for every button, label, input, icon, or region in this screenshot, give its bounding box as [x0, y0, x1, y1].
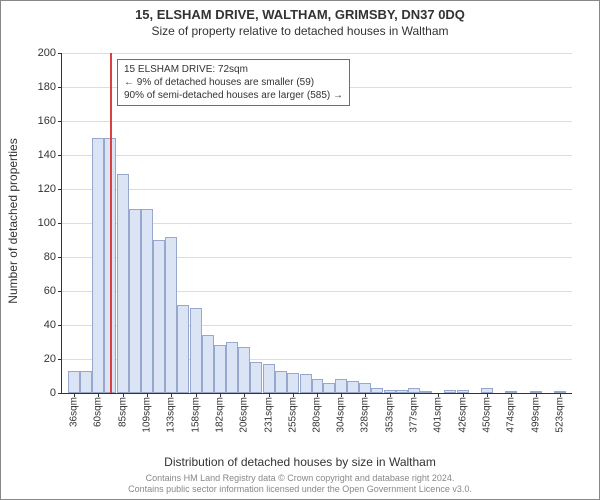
- bar: [214, 345, 226, 393]
- x-tick-label: 231sqm: [263, 397, 274, 433]
- x-tick-label: 206sqm: [238, 397, 249, 433]
- x-tick-label: 474sqm: [506, 397, 517, 433]
- y-tick-label: 120: [38, 183, 56, 195]
- x-tick-label: 523sqm: [555, 397, 566, 433]
- x-tick-label: 60sqm: [92, 397, 103, 427]
- y-tick-label: 200: [38, 47, 56, 59]
- x-tick-label: 450sqm: [482, 397, 493, 433]
- callout-line2: ← 9% of detached houses are smaller (59): [124, 76, 343, 89]
- bar: [226, 342, 238, 393]
- bar: [396, 390, 408, 393]
- x-tick-label: 304sqm: [336, 397, 347, 433]
- attribution-line2: Contains public sector information licen…: [128, 484, 472, 495]
- bar: [129, 209, 141, 393]
- x-tick-label: 401sqm: [433, 397, 444, 433]
- grid-line: [62, 189, 572, 190]
- bar: [153, 240, 165, 393]
- x-tick-label: 85sqm: [117, 397, 128, 427]
- bar: [420, 391, 432, 393]
- bar: [312, 379, 324, 393]
- marker-line: [110, 53, 112, 393]
- y-tick-label: 100: [38, 217, 56, 229]
- grid-line: [62, 155, 572, 156]
- bar: [371, 388, 383, 393]
- bar: [177, 305, 189, 393]
- bar: [347, 381, 359, 393]
- x-tick-label: 182sqm: [214, 397, 225, 433]
- y-tick-label: 20: [44, 353, 56, 365]
- y-tick-mark: [58, 87, 62, 88]
- x-tick-label: 255sqm: [287, 397, 298, 433]
- bar: [92, 138, 104, 393]
- grid-line: [62, 53, 572, 54]
- y-tick-mark: [58, 53, 62, 54]
- x-tick-label: 426sqm: [458, 397, 469, 433]
- x-tick-label: 328sqm: [360, 397, 371, 433]
- x-tick-label: 280sqm: [312, 397, 323, 433]
- y-tick-mark: [58, 155, 62, 156]
- bar: [141, 209, 153, 393]
- y-tick-label: 40: [44, 319, 56, 331]
- x-tick-label: 109sqm: [141, 397, 152, 433]
- chart-subtitle: Size of property relative to detached ho…: [1, 24, 599, 38]
- bar: [287, 373, 299, 393]
- y-tick-mark: [58, 393, 62, 394]
- callout-line1: 15 ELSHAM DRIVE: 72sqm: [124, 63, 343, 76]
- attribution-line1: Contains HM Land Registry data © Crown c…: [128, 473, 472, 484]
- x-tick-label: 133sqm: [165, 397, 176, 433]
- y-tick-mark: [58, 325, 62, 326]
- bar: [300, 374, 312, 393]
- bar: [238, 347, 250, 393]
- bar: [323, 383, 335, 393]
- callout-line3: 90% of semi-detached houses are larger (…: [124, 89, 343, 102]
- y-tick-label: 160: [38, 115, 56, 127]
- x-tick-label: 499sqm: [531, 397, 542, 433]
- x-tick-label: 36sqm: [68, 397, 79, 427]
- bar: [250, 362, 262, 393]
- y-tick-label: 60: [44, 285, 56, 297]
- y-tick-mark: [58, 257, 62, 258]
- grid-line: [62, 121, 572, 122]
- x-tick-label: 377sqm: [409, 397, 420, 433]
- bar: [359, 383, 371, 393]
- x-tick-label: 353sqm: [385, 397, 396, 433]
- y-tick-mark: [58, 189, 62, 190]
- y-tick-label: 0: [50, 387, 56, 399]
- attribution: Contains HM Land Registry data © Crown c…: [128, 473, 472, 495]
- bar: [263, 364, 275, 393]
- bar: [165, 237, 177, 393]
- y-tick-label: 140: [38, 149, 56, 161]
- x-axis-label: Distribution of detached houses by size …: [164, 455, 436, 469]
- bar: [202, 335, 214, 393]
- y-axis-label: Number of detached properties: [6, 138, 20, 303]
- bar: [335, 379, 347, 393]
- chart-container: 15, ELSHAM DRIVE, WALTHAM, GRIMSBY, DN37…: [0, 0, 600, 500]
- bar: [68, 371, 80, 393]
- x-tick-label: 158sqm: [190, 397, 201, 433]
- y-tick-label: 180: [38, 81, 56, 93]
- y-tick-mark: [58, 121, 62, 122]
- bar: [444, 390, 456, 393]
- callout-box: 15 ELSHAM DRIVE: 72sqm ← 9% of detached …: [117, 59, 350, 106]
- y-tick-mark: [58, 291, 62, 292]
- y-tick-label: 80: [44, 251, 56, 263]
- bar: [80, 371, 92, 393]
- bar: [275, 371, 287, 393]
- bar: [117, 174, 129, 393]
- bar: [190, 308, 202, 393]
- y-tick-mark: [58, 223, 62, 224]
- chart-title: 15, ELSHAM DRIVE, WALTHAM, GRIMSBY, DN37…: [1, 7, 599, 22]
- chart-plot-area: 15 ELSHAM DRIVE: 72sqm ← 9% of detached …: [61, 53, 572, 394]
- y-tick-mark: [58, 359, 62, 360]
